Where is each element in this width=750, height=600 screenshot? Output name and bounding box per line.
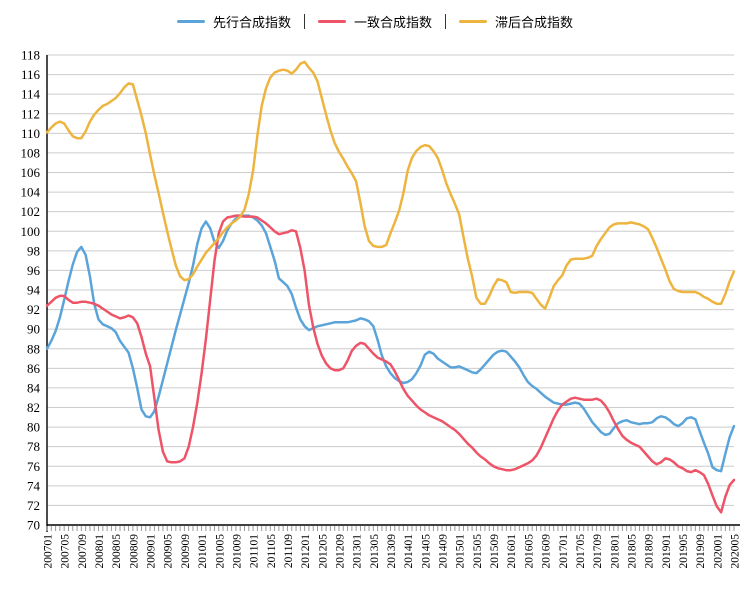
y-tick-label: 84 — [27, 380, 41, 395]
x-tick-label: 201901 — [661, 534, 673, 569]
x-tick-label: 201601 — [506, 534, 518, 569]
y-tick-label: 76 — [27, 459, 41, 474]
y-tick-label: 92 — [27, 302, 40, 317]
y-tick-label: 102 — [21, 204, 41, 219]
x-tick-label: 201609 — [541, 534, 553, 569]
y-tick-label: 72 — [27, 498, 40, 513]
x-tick-label: 201501 — [455, 534, 467, 569]
y-tick-label: 104 — [21, 185, 41, 200]
x-tick-label: 201805 — [626, 534, 638, 569]
y-tick-label: 110 — [21, 126, 40, 141]
x-tick-label: 200701 — [43, 534, 55, 569]
y-tick-label: 94 — [27, 283, 41, 298]
y-tick-label: 118 — [21, 48, 40, 63]
x-tick-label: 200705 — [60, 534, 72, 569]
coincident-line-swatch-icon — [317, 19, 346, 23]
x-tick-label: 201001 — [197, 534, 209, 569]
x-tick-label: 201401 — [403, 534, 415, 569]
legend-item-coincident[interactable]: 一致合成指数 — [317, 12, 432, 31]
x-tick-label: 201205 — [317, 534, 329, 569]
x-tick-label: 200909 — [180, 534, 192, 569]
x-tick-label: 201709 — [592, 534, 604, 569]
legend-label-leading: 先行合成指数 — [212, 14, 291, 30]
x-tick-label: 201809 — [644, 534, 656, 569]
x-tick-label: 201605 — [523, 534, 535, 569]
x-tick-label: 201109 — [283, 534, 295, 568]
y-tick-label: 80 — [27, 420, 40, 435]
y-tick-label: 90 — [27, 322, 40, 337]
y-tick-label: 106 — [21, 165, 41, 180]
x-tick-label: 201701 — [558, 534, 570, 569]
y-tick-label: 116 — [21, 67, 41, 82]
legend-separator — [445, 13, 446, 29]
x-tick-label: 202001 — [712, 534, 724, 569]
x-tick-label: 201705 — [575, 534, 587, 569]
x-tick-label: 201909 — [695, 534, 707, 569]
legend-item-leading[interactable]: 先行合成指数 — [176, 12, 291, 31]
x-tick-label: 201509 — [489, 534, 501, 569]
y-axis-labels: 70 72 74 76 78 80 82 84 86 88 90 92 94 96 98 100 102 104 1… — [21, 48, 41, 533]
legend-separator — [303, 13, 305, 29]
legend-item-lagging[interactable]: 滞后合成指数 — [459, 12, 573, 31]
legend-label-lagging: 滞后合成指数 — [495, 14, 574, 30]
y-tick-label: 114 — [21, 87, 41, 102]
chart-legend: 先行合成指数 一致合成指数 滞后合成指数 — [0, 10, 750, 32]
x-tick-label: 201201 — [300, 534, 312, 569]
grid-lines — [47, 54, 734, 506]
y-tick-label: 86 — [27, 361, 41, 376]
x-tick-label: 201801 — [609, 534, 621, 569]
y-tick-label: 112 — [21, 106, 40, 121]
x-tick-label: 201905 — [678, 534, 690, 569]
x-axis-ticks — [46, 526, 735, 531]
y-tick-label: 82 — [27, 400, 40, 415]
x-tick-label: 200809 — [128, 534, 140, 569]
x-tick-label: 200709 — [77, 534, 89, 569]
x-axis-labels: 200701 200705 200709 200801 200805 200809 2009… — [43, 534, 742, 569]
x-tick-label: 201009 — [231, 534, 243, 569]
lagging-line-swatch-icon — [459, 19, 487, 23]
x-tick-label: 201209 — [334, 534, 346, 569]
x-tick-label: 201005 — [214, 534, 226, 569]
series-line-lagging — [45, 60, 736, 310]
y-tick-label: 108 — [21, 145, 41, 160]
legend-label-coincident: 一致合成指数 — [353, 14, 432, 30]
x-tick-label: 201405 — [420, 534, 432, 569]
leading-line-swatch-icon — [176, 19, 205, 23]
series-line-leading — [45, 214, 736, 473]
x-tick-label: 201505 — [472, 534, 484, 569]
y-tick-label: 70 — [27, 518, 40, 533]
series-line-coincident — [45, 214, 736, 514]
y-tick-label: 74 — [27, 478, 41, 493]
x-tick-label: 200805 — [111, 534, 123, 569]
x-tick-label: 201305 — [369, 534, 381, 569]
y-tick-label: 78 — [27, 439, 40, 454]
x-tick-label: 201309 — [386, 534, 398, 569]
x-tick-label: 200901 — [146, 534, 158, 569]
x-tick-label: 200905 — [163, 534, 175, 569]
axes — [46, 55, 740, 532]
y-tick-label: 98 — [27, 243, 40, 258]
x-tick-label: 201409 — [438, 534, 450, 569]
x-tick-label: 201105 — [266, 534, 278, 568]
x-tick-label: 201101 — [249, 534, 261, 568]
y-tick-label: 88 — [27, 341, 40, 356]
y-tick-label: 100 — [21, 224, 41, 239]
y-tick-label: 96 — [27, 263, 41, 278]
x-tick-label: 201301 — [352, 534, 364, 569]
x-tick-label: 202005 — [730, 534, 742, 569]
x-tick-label: 200801 — [94, 534, 106, 569]
